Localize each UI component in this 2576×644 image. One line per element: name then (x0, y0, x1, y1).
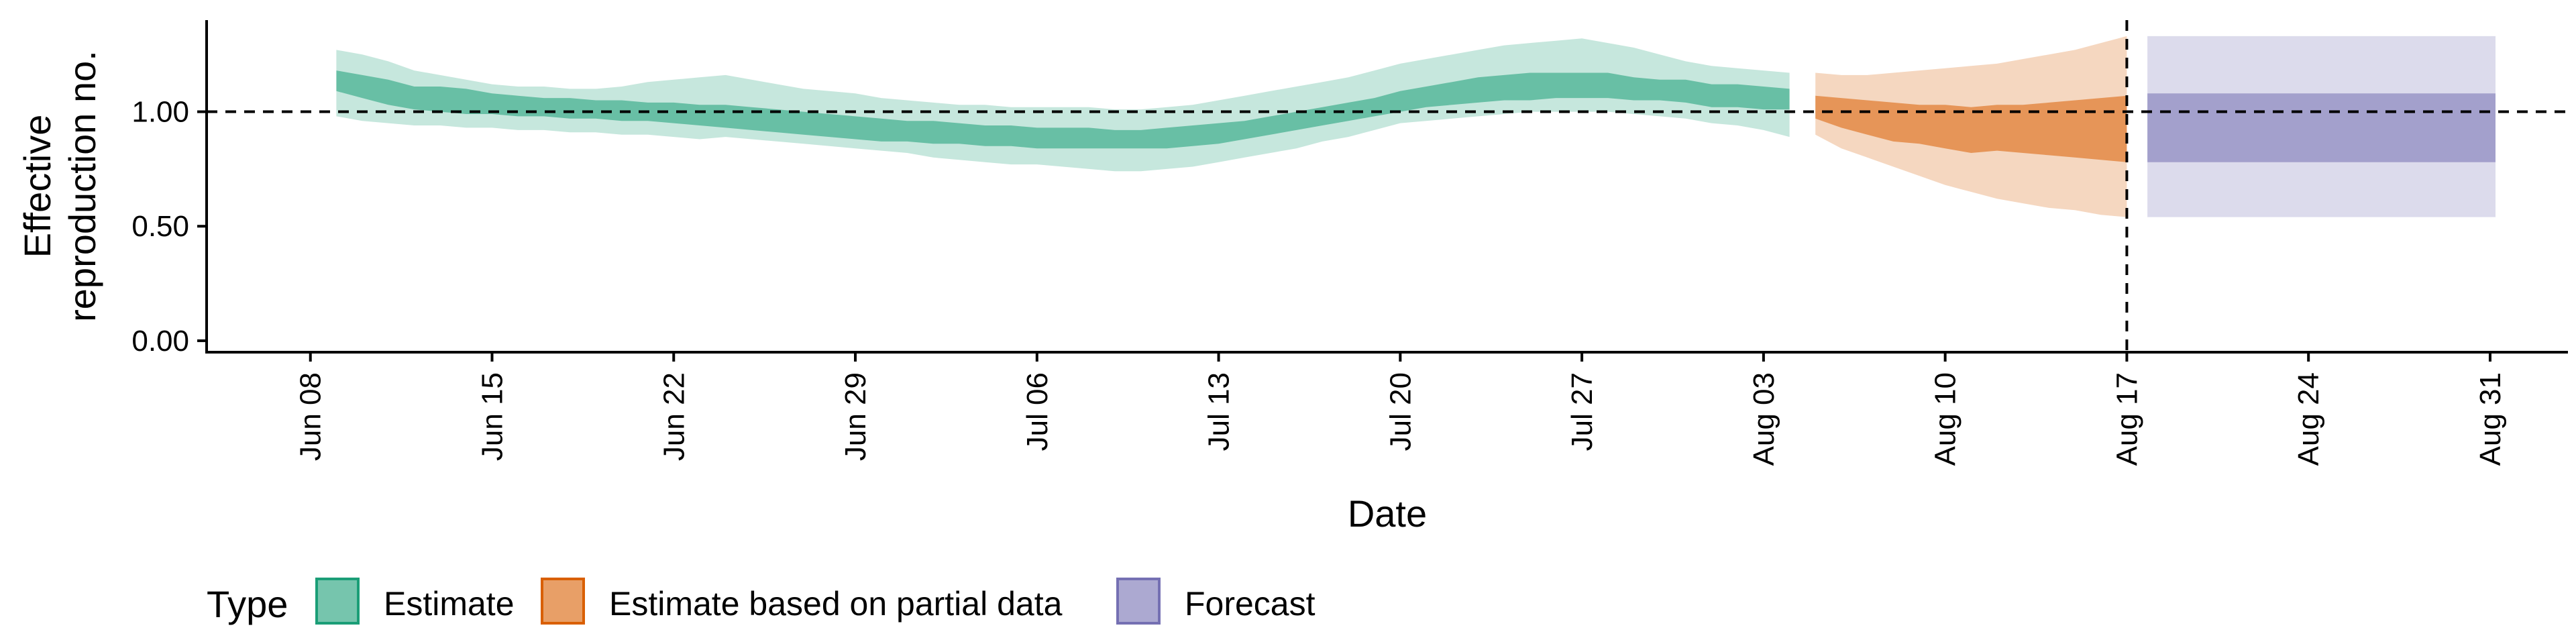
x-tick-label: Jul 06 (1021, 372, 1054, 451)
series-2-band-50 (2147, 93, 2496, 162)
legend-key-swatch (315, 578, 360, 625)
x-tick-label: Aug 31 (2474, 372, 2507, 466)
legend-items: Estimate Estimate based on partial data Fo… (315, 578, 1316, 625)
y-axis-title: Effective reproduction no. (16, 50, 103, 322)
y-axis-title-line-1: Effective (16, 115, 58, 258)
legend-key-swatch (541, 578, 585, 625)
x-tick-label: Jun 22 (657, 372, 690, 461)
x-tick-label: Jul 20 (1384, 372, 1417, 451)
legend-label: Estimate based on partial data (609, 585, 1063, 623)
x-tick-label: Jul 27 (1566, 372, 1599, 451)
x-tick-label: Jun 08 (294, 372, 327, 461)
series-0-band-50 (336, 70, 1790, 149)
legend: Type Estimate Estimate based on partial d… (207, 578, 1316, 625)
x-axis-title: Date (1348, 492, 1427, 535)
y-axis-title-line-2: reproduction no. (61, 50, 103, 322)
legend-title: Type (207, 583, 288, 625)
y-tick-label: 0.00 (131, 325, 189, 358)
x-tick-label: Aug 03 (1748, 372, 1780, 466)
ribbon-layer (336, 36, 2496, 217)
legend-label: Forecast (1185, 585, 1316, 623)
x-tick-label: Jul 13 (1203, 372, 1236, 451)
legend-label: Estimate (384, 585, 515, 623)
legend-item-2: Forecast (1116, 578, 1316, 625)
legend-key-swatch (1116, 578, 1161, 625)
x-tick-label: Jun 29 (839, 372, 872, 461)
tick-labels: 0.00 0.50 1.00 Jun 08 Jun 15 Jun 22 Jun 29 Jul … (131, 96, 2507, 466)
x-tick-label: Aug 24 (2292, 372, 2325, 466)
axis-titles: Date Effective reproduction no. (16, 50, 1427, 535)
legend-item-0: Estimate (315, 578, 515, 625)
y-tick-label: 1.00 (131, 96, 189, 129)
x-tick-label: Jun 15 (476, 372, 508, 461)
axes (205, 20, 2568, 354)
legend-item-1: Estimate based on partial data (541, 578, 1063, 625)
x-tick-label: Aug 17 (2110, 372, 2143, 466)
y-tick-label: 0.50 (131, 210, 189, 243)
x-tick-label: Aug 10 (1929, 372, 1962, 466)
series-0-band-90 (336, 38, 1790, 172)
